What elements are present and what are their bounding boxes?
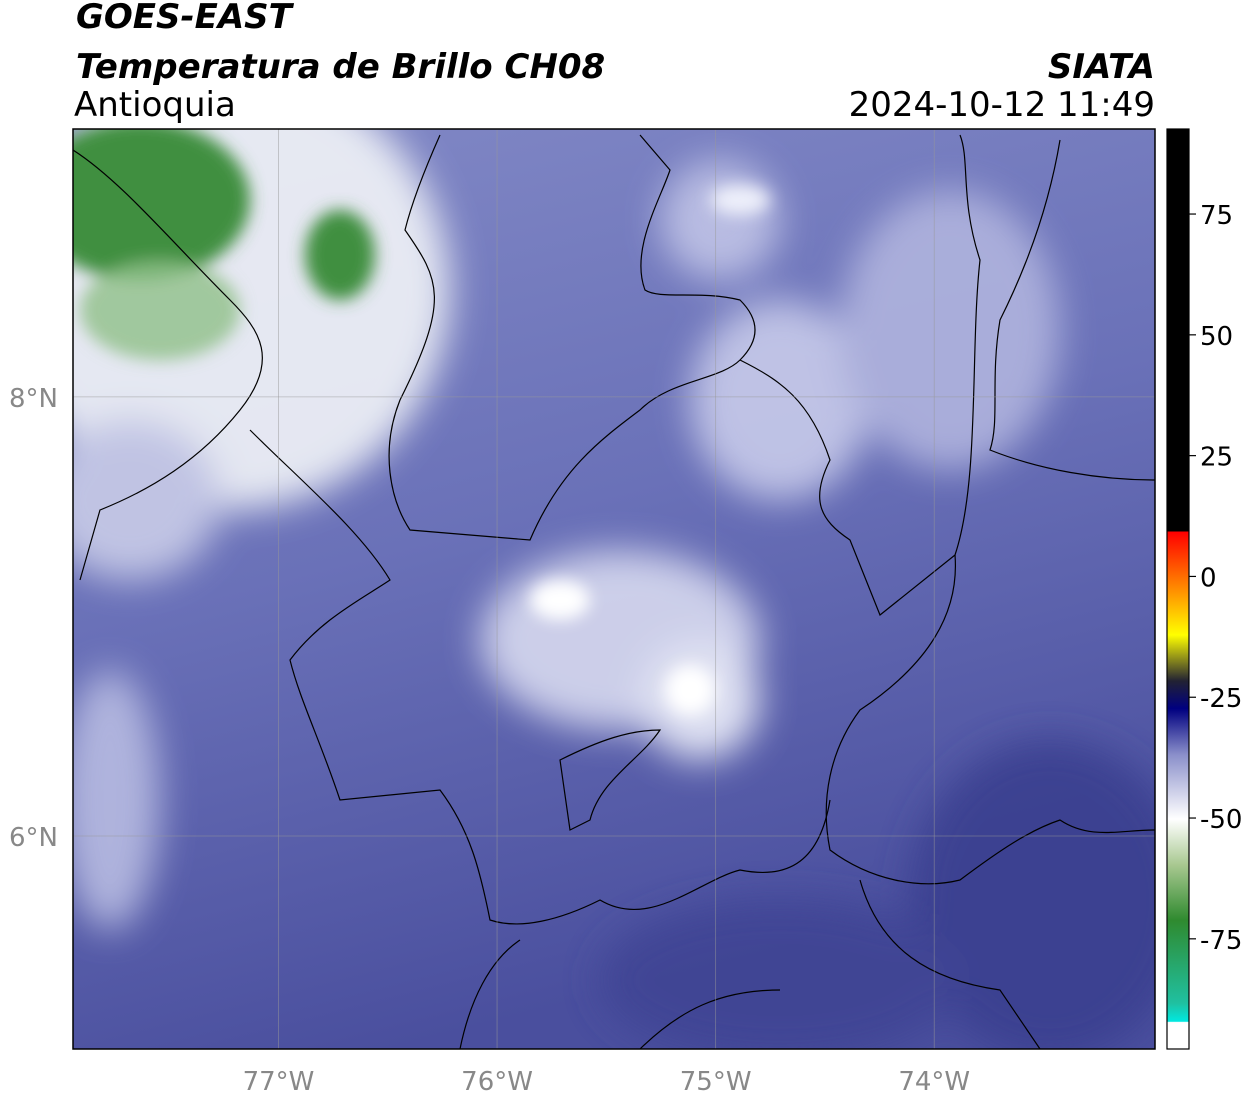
colorbar-tick-label: 0 [1200, 563, 1217, 593]
x-tick-label: 74°W [898, 1067, 970, 1097]
x-tick-label: 77°W [243, 1067, 315, 1097]
region: Antioquia [74, 85, 236, 125]
y-tick-label: 8°N [9, 384, 58, 414]
x-tick-label: 75°W [680, 1067, 752, 1097]
datetime: 2024-10-12 11:49 [849, 85, 1155, 125]
x-tick-label: 76°W [461, 1067, 533, 1097]
map-image [73, 129, 1155, 1049]
map-frame [72, 128, 1156, 1050]
subtitle: Temperatura de Brillo CH08 [76, 47, 605, 87]
colorbar-tick-label: 25 [1200, 443, 1233, 473]
colorbar-tick-label: -50 [1200, 805, 1242, 835]
y-tick-label: 6°N [9, 823, 58, 853]
source: SIATA [1048, 47, 1155, 87]
colorbar-tick-label: 75 [1200, 201, 1233, 231]
colorbar-tick-label: -25 [1200, 684, 1242, 714]
grid [73, 129, 1155, 1049]
colorbar [1166, 128, 1190, 1050]
colorbar-tick-label: -75 [1200, 926, 1242, 956]
colorbar-tick-label: 50 [1200, 322, 1233, 352]
title: GOES-EAST [76, 0, 295, 37]
